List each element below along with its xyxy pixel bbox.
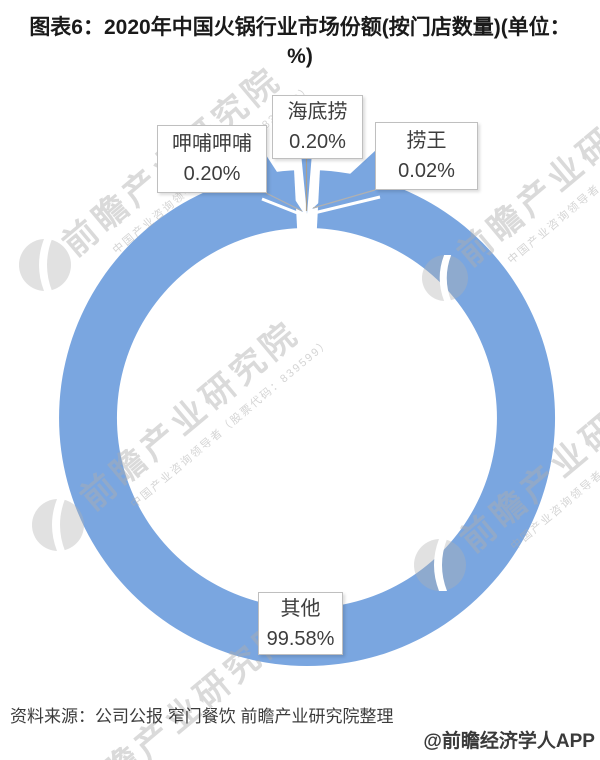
callout-value-label: 99.58% <box>266 627 335 650</box>
callout-value-label: 0.20% <box>183 163 241 185</box>
app-credit: @前瞻经济学人APP <box>423 731 595 752</box>
slice-gap <box>293 150 321 418</box>
data-source-note: 资料来源：公司公报 窄门餐饮 前瞻产业研究院整理 <box>10 707 394 726</box>
callout-value-label: 0.20% <box>289 131 346 153</box>
callout-value-label: 0.02% <box>398 160 455 182</box>
callout-category-label: 其他 <box>280 597 321 620</box>
callout-category-label: 呷哺呷哺 <box>172 133 252 155</box>
callout-others: 其他 99.58% <box>258 592 343 655</box>
slice-separator-right <box>313 195 381 215</box>
callout-category-label: 海底捞 <box>287 101 348 123</box>
callout-laowang: 捞王 0.02% <box>375 122 478 190</box>
callout-xiabuxiabu: 呷哺呷哺 0.20% <box>157 125 267 193</box>
callout-haidilao: 海底捞 0.20% <box>272 95 363 159</box>
chart-title: 图表6：2020年中国火锅行业市场份额(按门店数量)(单位：%) <box>29 16 571 68</box>
leader-line-xiabuxiabu <box>265 192 303 212</box>
slice-separator-left <box>261 197 306 218</box>
callout-category-label: 捞王 <box>406 130 447 152</box>
leader-line-laowang <box>312 189 376 209</box>
